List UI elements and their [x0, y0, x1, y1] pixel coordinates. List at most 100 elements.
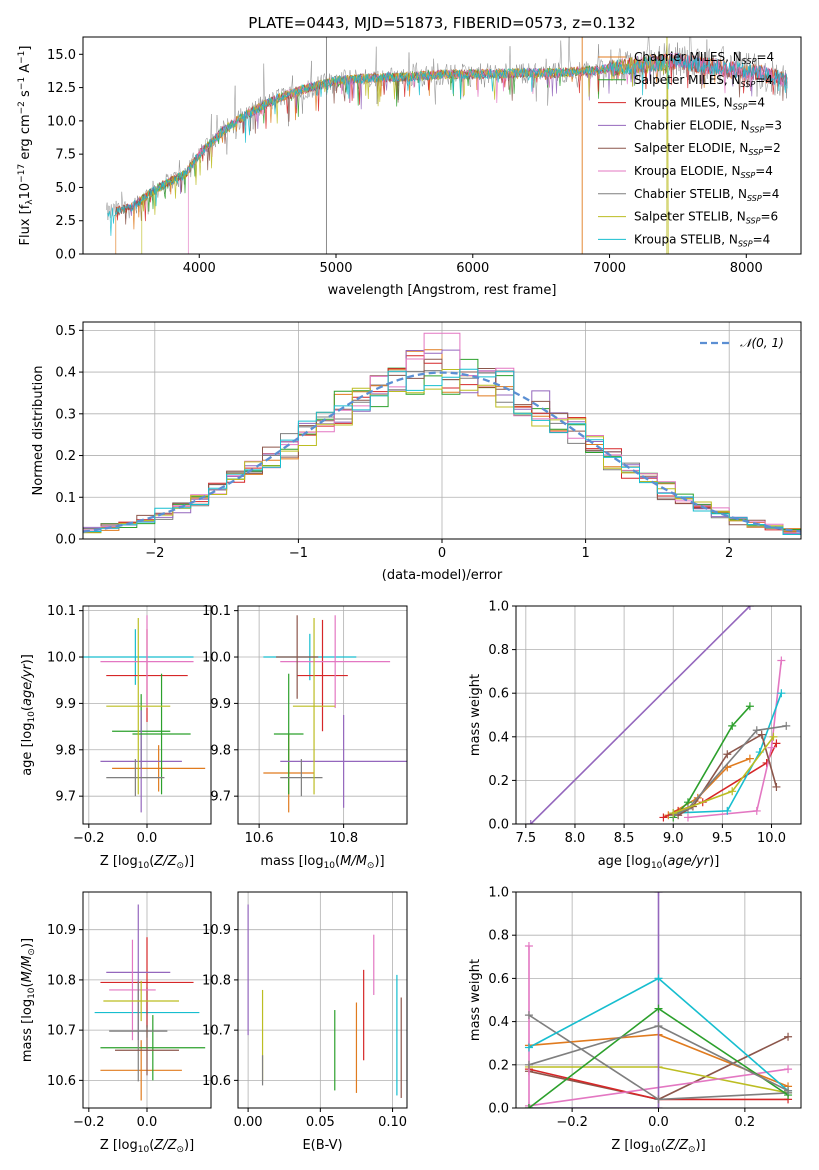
y-tick-label: 0.3: [55, 407, 76, 422]
axes-7: 0.00 0.05 0.10 10.6 10.7 10.8 10.9 E(B-V): [202, 891, 408, 1153]
legend-value: =4: [756, 50, 774, 64]
legend-sub: SSP: [748, 148, 763, 157]
legend-value: =2: [763, 141, 781, 155]
plus-marker: [723, 806, 732, 815]
x-axis-label: E(B-V): [302, 1138, 342, 1153]
y-tick-label: 10.0: [47, 114, 76, 129]
label-part: ⊙: [176, 861, 184, 871]
label-part: ⊙: [27, 948, 37, 956]
y-tick-label: 0.4: [55, 366, 76, 381]
label-part: age/yr: [20, 663, 35, 706]
mass-weight-line: [672, 725, 787, 817]
axes-5: 7.5 8.0 8.5 9.0 9.5 10.0 0.0 0.2 0.4 0.6 0.8 1.0 age…: [468, 600, 802, 871]
label-part: Z [log: [100, 1138, 138, 1153]
legend-text: Chabrier ELODIE, N: [634, 118, 750, 132]
axes-frame: [237, 605, 408, 825]
label-part: age/yr: [667, 854, 710, 869]
axes-8: −0.2 0.0 0.2 0.0 0.2 0.4 0.6 0.8 1.0 Z [log10(Z/Z…: [468, 886, 802, 1155]
legend-text: Chabrier STELIB, N: [634, 187, 747, 201]
label-part: M/M: [340, 854, 367, 869]
x-tick-label: 7000: [593, 261, 626, 276]
label-part: ⊙: [367, 861, 375, 871]
plus-marker: [526, 820, 535, 824]
y-tick-label: 2.5: [55, 214, 76, 229]
plus-marker: [752, 726, 761, 735]
x-axis-label: mass [log10(M/M⊙)]: [260, 854, 384, 871]
legend-sub: SSP: [750, 125, 765, 134]
y-tick-label: 10.0: [47, 651, 76, 666]
x-tick-label: 10.6: [245, 831, 274, 846]
x-tick-label: 0.0: [648, 1115, 669, 1130]
normal-curve: [83, 371, 801, 533]
axes-3: −0.2 0.09.79.89.910.010.1Z [log10(Z/Z⊙)]a…: [20, 604, 212, 871]
axes-4: 10.6 10.8 9.7 9.8 9.9 10.0 10.1 mass [log10(M/M…: [202, 604, 408, 871]
label-part: age [log: [20, 723, 35, 776]
y-tick-label: 0.0: [55, 248, 76, 263]
label-part: Z/Z: [153, 854, 177, 869]
plot-area: [94, 904, 206, 1101]
legend-sub: SSP: [746, 217, 761, 226]
y-tick-label: 7.5: [55, 148, 76, 163]
label-part: 10: [324, 861, 336, 871]
label-part: λ: [25, 199, 35, 205]
y-tick-label: 0.6: [488, 972, 509, 987]
legend-label: Salpeter STELIB, NSSP=6: [634, 210, 778, 226]
y-tick-label: 0.4: [488, 1015, 509, 1030]
y-tick-label: 9.9: [210, 697, 231, 712]
y-tick-label: 9.8: [55, 743, 76, 758]
mass-weight-line: [672, 705, 751, 819]
y-tick-label: 0.4: [488, 730, 509, 745]
y-tick-label: 0.0: [55, 533, 76, 548]
plot-area: [83, 615, 206, 813]
y-tick-label: 0.2: [488, 1058, 509, 1073]
x-tick-label: 0.0: [137, 831, 158, 846]
legend-value: =3: [764, 118, 782, 132]
spectrum-line: [141, 54, 669, 254]
y-axis-label: mass weight: [468, 674, 483, 756]
plot-area: [83, 332, 801, 539]
x-tick-label: 10.0: [757, 831, 786, 846]
legend-label: Kroupa ELODIE, NSSP=4: [634, 164, 773, 180]
label-part: −17: [17, 164, 27, 183]
label-part: 10: [649, 1145, 661, 1155]
y-axis-label: Normed distribution: [31, 366, 46, 496]
legend-label: Chabrier MILES, NSSP=4: [634, 50, 774, 66]
plus-marker: [782, 721, 791, 730]
legend-sub: SSP: [741, 171, 756, 180]
label-part: )]: [374, 854, 384, 869]
y-tick-label: 9.9: [55, 697, 76, 712]
label-part: age [log: [598, 854, 651, 869]
x-tick-label: 10.8: [329, 831, 358, 846]
y-tick-label: 10.6: [202, 1074, 231, 1089]
y-axis-label: Flux [fλ10−17 erg cm−2 s−1 A−1]: [17, 46, 35, 246]
axes-6: −0.2 0.010.610.710.810.9Z [log10(Z/Z⊙)]ma…: [20, 891, 212, 1155]
x-tick-label: 9.0: [663, 831, 684, 846]
label-part: s: [18, 90, 33, 101]
plus-marker: [728, 787, 737, 796]
legend-value: =4: [755, 73, 773, 87]
label-part: 10: [651, 861, 663, 871]
plus-marker: [659, 813, 668, 822]
legend-label: 𝒩(0, 1): [740, 336, 784, 350]
x-axis-label: (data-model)/error: [382, 568, 503, 583]
y-tick-label: 0.0: [488, 818, 509, 833]
mass-weight-line: [530, 606, 751, 824]
plus-marker: [772, 782, 781, 791]
axes-frame: [237, 891, 408, 1109]
plus-marker: [654, 974, 663, 983]
x-tick-label: 8.5: [614, 831, 635, 846]
plus-marker: [784, 1086, 793, 1095]
y-tick-label: 10.7: [202, 1024, 231, 1039]
plus-marker: [777, 689, 786, 698]
y-tick-label: 12.5: [47, 81, 76, 96]
legend-value: =4: [755, 164, 773, 178]
plus-marker: [524, 1011, 533, 1020]
legend-label: Kroupa MILES, NSSP=4: [634, 96, 765, 112]
legend-value: =4: [753, 232, 771, 246]
label-part: Z/Z: [665, 1138, 689, 1153]
label-part: (: [149, 854, 154, 869]
label-part: 10: [27, 987, 37, 999]
x-tick-label: 0.2: [735, 1115, 756, 1130]
x-tick-label: 0.05: [306, 1115, 335, 1130]
